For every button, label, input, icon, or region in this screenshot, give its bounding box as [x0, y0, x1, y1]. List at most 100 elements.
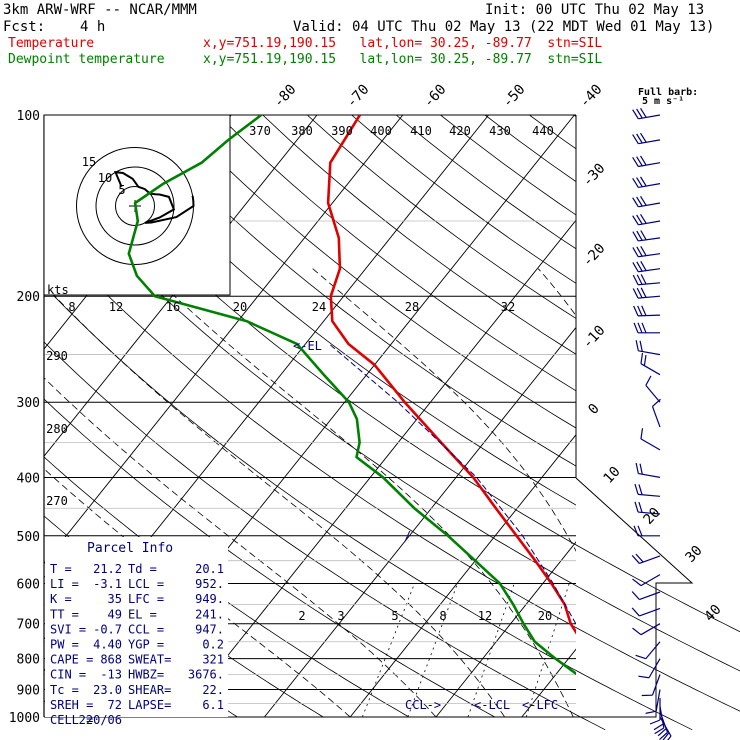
wind-barb — [641, 674, 661, 697]
temperature-tick-label: -80 — [271, 82, 300, 111]
wind-barb — [635, 462, 661, 478]
wind-barb — [632, 574, 661, 587]
dewpoint-curve — [127, 115, 576, 676]
pressure-tick-label: 800 — [17, 653, 40, 668]
parcel-info-label: CIN = — [50, 668, 86, 682]
speed-tick-label: 20 — [233, 300, 247, 314]
wind-barb-flag — [640, 261, 647, 271]
wind-barb — [632, 230, 661, 242]
wind-barb-flag — [636, 261, 643, 272]
wind-barb-flag — [631, 554, 640, 564]
wind-barb-flag — [638, 484, 643, 495]
parcel-info-value: 241. — [195, 607, 224, 621]
theta-label: 400 — [370, 124, 392, 138]
isotherm-line — [608, 115, 740, 717]
wind-barb-flag — [640, 274, 647, 285]
wind-barb-flag — [632, 274, 639, 285]
mixing-ratio-line — [407, 583, 458, 717]
temperature-legend-label: Temperature — [8, 36, 95, 51]
dry-adiabat — [576, 478, 693, 731]
moist-adiabat — [44, 377, 437, 717]
speed-tick-label: 28 — [405, 300, 419, 314]
wind-barb-flag — [632, 578, 642, 587]
wind-barb-staff — [645, 384, 661, 403]
pressure-tick-label: 100 — [17, 109, 40, 124]
lcl-mark: / — [404, 529, 411, 543]
wind-barb-flag — [635, 462, 639, 474]
wind-barb — [634, 501, 661, 515]
wind-barb-flag — [636, 230, 643, 241]
dry-adiabat — [262, 115, 576, 355]
mixing-ratio-line — [361, 583, 415, 717]
theta-label: 420 — [449, 124, 471, 138]
wind-barb-flag — [637, 322, 643, 334]
wind-barb-flag — [640, 176, 647, 187]
wind-barb — [632, 213, 661, 226]
wind-barb-flag — [640, 213, 647, 224]
wind-barb-flag — [632, 215, 639, 226]
wind-barb-flag — [635, 340, 639, 351]
wind-barb-flag — [657, 728, 667, 737]
temperature-tick-label: 10 — [600, 464, 623, 487]
forecast-hour: 4 h — [80, 19, 106, 35]
dry-adiabat — [576, 478, 740, 731]
wind-barb-flag — [631, 591, 640, 600]
wind-barb-flag — [632, 627, 642, 636]
wind-barb-flag — [639, 340, 643, 352]
wind-barb-flag — [634, 501, 639, 513]
isotherm-line — [44, 115, 404, 565]
speed-tick-label: 24 — [312, 300, 326, 314]
mixing-ratio-label: 20 — [538, 609, 552, 623]
model-title: 3km ARW-WRF -- NCAR/MMM — [3, 2, 197, 18]
moist-adiabat — [312, 268, 576, 552]
parcel-info-value: 321 — [202, 653, 224, 667]
wind-barb-staff — [640, 363, 661, 376]
hodograph-ring-label: 5 — [118, 183, 125, 197]
barb-legend-title: Full barb: — [638, 87, 698, 98]
wind-barb-flag — [636, 108, 643, 119]
mixing-ratio-line — [467, 583, 515, 717]
isotherm-line — [178, 219, 576, 717]
parcel-info-value: -0.7 — [93, 622, 122, 636]
theta-label: 370 — [249, 124, 271, 138]
wind-barb-staff — [640, 438, 661, 451]
wind-barb-flag — [654, 727, 665, 735]
isotherm-line — [349, 434, 576, 717]
speed-tick-label: 16 — [166, 300, 180, 314]
parcel-info-label: HWBZ= — [128, 668, 164, 682]
wind-barb — [631, 553, 661, 564]
moist-adiabat — [537, 268, 576, 317]
parcel-info-label: Tc = — [50, 683, 79, 697]
init-time: Init: 00 UTC Thu 02 May 13 — [485, 2, 705, 18]
wind-barb — [633, 322, 660, 334]
speed-tick-label: 12 — [109, 300, 123, 314]
temperature-curve — [326, 115, 576, 635]
temperature-location: x,y=751.19,190.15 lat,lon= 30.25, -89.77… — [203, 36, 603, 51]
wind-barb — [632, 623, 661, 636]
hodograph-ring-label: 10 — [98, 171, 112, 185]
dry-adiabat — [129, 115, 576, 467]
hodograph-ring — [95, 166, 175, 246]
temperature-tick-label: -60 — [421, 82, 450, 111]
diagram-outline — [575, 477, 694, 718]
ccl-annotation: CCL-> — [405, 698, 441, 712]
wind-barb-flag — [645, 375, 652, 386]
theta-label: 410 — [410, 124, 432, 138]
parcel-info-value: 72 — [108, 698, 122, 712]
wind-barb — [632, 261, 661, 273]
parcel-info-label: PW = — [50, 638, 79, 652]
wind-barb-staff — [648, 658, 661, 679]
dry-adiabat-extension — [576, 478, 740, 731]
hodograph-box — [43, 114, 231, 296]
wind-barb — [645, 689, 661, 714]
wind-barb-flag — [636, 246, 643, 257]
wind-barb-flag — [663, 735, 672, 740]
wind-barb — [632, 246, 661, 258]
wind-barb-flag — [640, 195, 647, 206]
parcel-info-label: Td = — [128, 562, 157, 576]
barb-legend-units: 5 m s⁻¹ — [642, 96, 684, 107]
mixing-ratio-label: 3 — [337, 609, 344, 623]
temperature-tick-label: -30 — [580, 161, 609, 190]
